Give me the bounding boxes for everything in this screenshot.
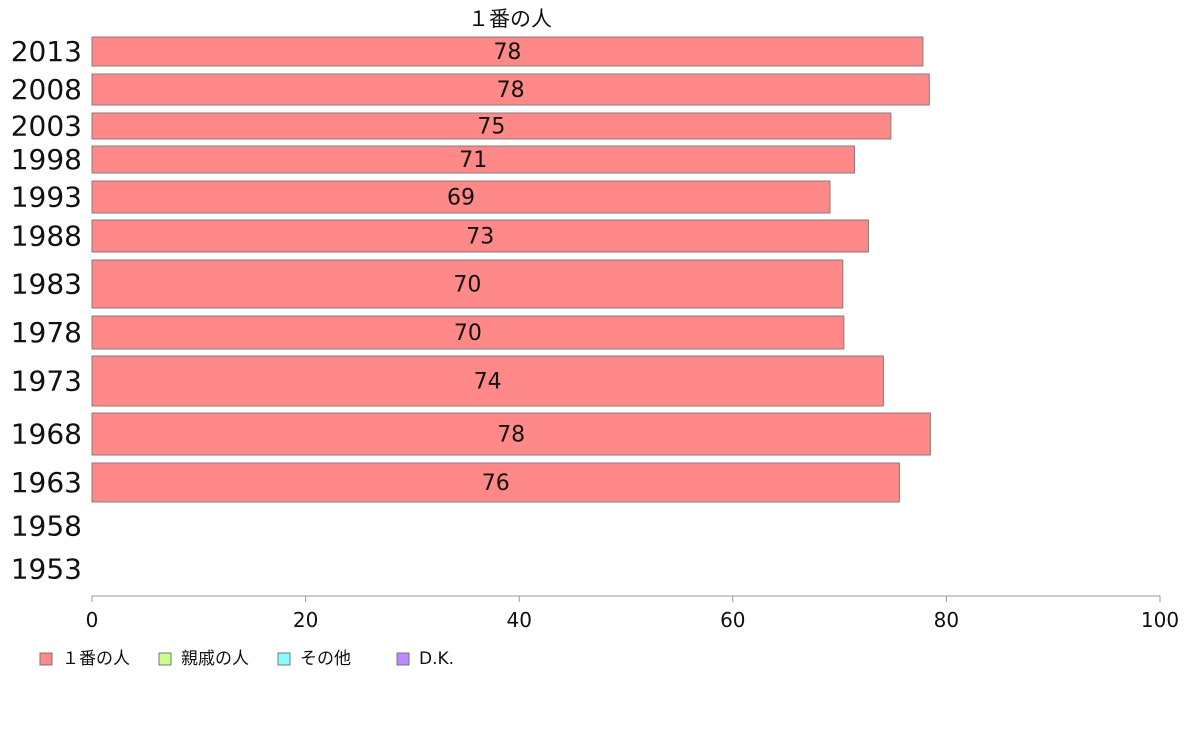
x-tick-label: 100 — [1141, 608, 1179, 632]
bar — [91, 259, 844, 309]
bar-value-label: 69 — [447, 186, 475, 211]
bar-value-label: 75 — [477, 115, 505, 140]
bars-group: 78 78 75 71 69 73 70 70 74 78 76 — [91, 36, 931, 503]
bar-value-label: 78 — [497, 78, 525, 103]
year-label: 1998 — [11, 143, 82, 176]
bar — [91, 462, 900, 503]
bar — [91, 145, 856, 174]
year-label: 1973 — [11, 365, 82, 398]
bar-value-label: 70 — [453, 273, 481, 298]
bar — [91, 112, 892, 140]
x-tick-label: 40 — [506, 608, 531, 632]
x-tick-label: 80 — [934, 608, 959, 632]
bar-value-label: 78 — [493, 40, 521, 65]
bar — [91, 355, 884, 407]
bar — [91, 73, 930, 106]
bar-value-label: 71 — [459, 148, 487, 173]
legend-swatch — [277, 652, 291, 666]
bar-value-label: 73 — [466, 225, 494, 250]
bar — [91, 219, 869, 253]
x-tick-label: 20 — [293, 608, 318, 632]
legend-swatch — [39, 652, 53, 666]
year-label: 1958 — [11, 510, 82, 543]
x-tick-label: 60 — [720, 608, 745, 632]
year-label: 1988 — [11, 220, 82, 253]
year-label: 1978 — [11, 316, 82, 349]
bar-value-label: 70 — [454, 321, 482, 346]
legend-label: D.K. — [419, 649, 454, 669]
x-axis: 0 20 40 60 80 100 — [86, 595, 1179, 632]
legend-swatch — [158, 652, 172, 666]
x-tick-label: 0 — [86, 608, 99, 632]
legend-swatch — [396, 652, 410, 666]
bar — [91, 180, 831, 214]
legend-label: その他 — [300, 649, 351, 669]
legend-label: １番の人 — [62, 649, 130, 669]
year-label: 1953 — [11, 553, 82, 586]
chart-title: １番の人 — [468, 7, 552, 31]
bar — [91, 412, 931, 456]
year-label: 1983 — [11, 268, 82, 301]
bar-value-label: 78 — [497, 423, 525, 448]
year-label: 2003 — [11, 110, 82, 143]
year-label: 2008 — [11, 73, 82, 106]
year-label: 1968 — [11, 418, 82, 451]
bar — [91, 315, 845, 350]
bar-value-label: 74 — [474, 370, 502, 395]
bar — [91, 36, 924, 67]
bar-value-label: 76 — [482, 471, 510, 496]
year-label: 1993 — [11, 181, 82, 214]
legend: １番の人 親戚の人 その他 D.K. — [39, 649, 454, 669]
year-label: 2013 — [11, 35, 82, 68]
legend-label: 親戚の人 — [181, 649, 249, 669]
year-label: 1963 — [11, 466, 82, 499]
